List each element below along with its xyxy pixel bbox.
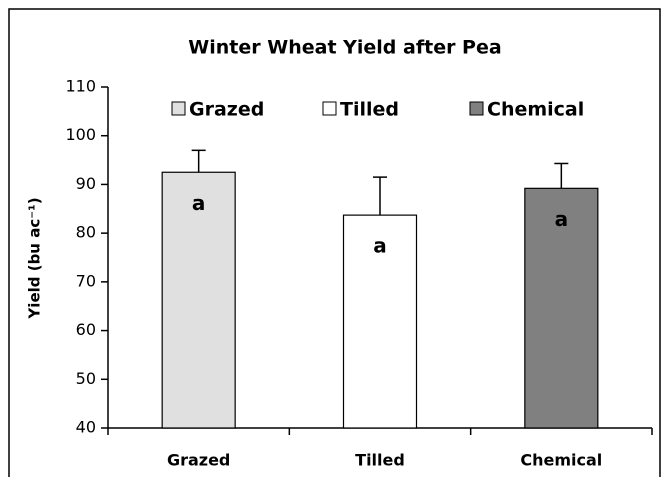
bar-letter: a [192, 191, 206, 215]
x-tick-label: Grazed [167, 451, 230, 470]
y-tick-label: 80 [76, 223, 96, 242]
y-tick-label: 100 [65, 125, 96, 144]
bar [524, 187, 599, 429]
x-tick-label: Chemical [520, 451, 602, 470]
legend-label: Grazed [189, 99, 264, 121]
bar [342, 214, 418, 429]
legend-swatch [469, 101, 484, 116]
y-axis-label: Yield (bu ac⁻¹) [26, 197, 44, 319]
legend-swatch [171, 101, 186, 116]
y-tick-label: 70 [76, 271, 96, 290]
bar-letter: a [373, 234, 387, 258]
bar [161, 171, 236, 429]
y-tick-label: 50 [76, 369, 96, 388]
legend-label: Chemical [487, 99, 584, 121]
y-tick-label: 110 [65, 77, 96, 96]
y-tick-label: 60 [76, 320, 96, 339]
y-tick-label: 40 [76, 418, 96, 437]
bar-letter: a [555, 207, 569, 231]
legend-label: Tilled [340, 99, 399, 121]
legend-swatch [322, 101, 337, 116]
chart-title: Winter Wheat Yield after Pea [188, 37, 501, 59]
y-tick-label: 90 [76, 174, 96, 193]
x-tick-label: Tilled [355, 451, 405, 470]
